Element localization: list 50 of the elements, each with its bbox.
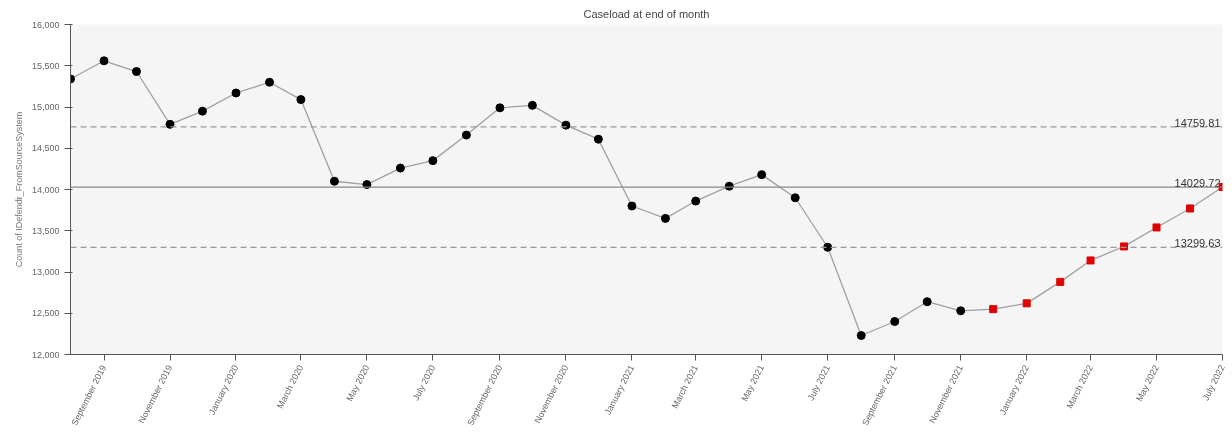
y-axis-title: Count of IDefendr_FromSourceSystem [13, 111, 24, 268]
x-tick-label: July 2022 [1200, 363, 1227, 403]
y-tick-label: 12,500 [31, 308, 60, 319]
point [989, 305, 998, 314]
point [527, 100, 537, 110]
point [890, 317, 900, 326]
point [691, 196, 701, 206]
x-tick-label: July 2020 [410, 363, 438, 403]
point [296, 95, 306, 105]
x-tick-label: May 2021 [739, 363, 767, 403]
y-tick-label: 14,500 [31, 143, 60, 154]
ref-line-label: 13299.63 [1174, 237, 1221, 250]
point [165, 119, 175, 129]
point [231, 88, 241, 98]
point [197, 106, 207, 116]
point [593, 134, 603, 144]
ref-line-label: 14029.72 [1174, 177, 1221, 190]
point [1022, 299, 1031, 308]
point [395, 163, 405, 173]
x-tick-label: May 2020 [344, 363, 372, 403]
point [1056, 277, 1065, 286]
point [428, 156, 438, 166]
point [856, 331, 866, 341]
y-tick-label: 14,000 [31, 184, 60, 195]
point [461, 130, 471, 140]
point [922, 297, 932, 307]
y-tick-label: 15,500 [31, 60, 60, 71]
point [131, 67, 141, 77]
y-tick-label: 12,000 [31, 349, 60, 360]
point [1186, 204, 1195, 213]
point [1086, 256, 1095, 265]
y-tick-label: 16,000 [31, 19, 60, 30]
chart-title: Caseload at end of month [583, 7, 710, 20]
point [329, 176, 339, 186]
point [757, 170, 767, 180]
point [956, 306, 966, 316]
point [627, 201, 637, 211]
point [823, 242, 833, 252]
point [790, 193, 800, 203]
point [99, 56, 109, 66]
ref-line-label: 14759.81 [1174, 116, 1221, 129]
x-tick-label: July 2021 [805, 363, 833, 403]
point [1152, 223, 1161, 232]
y-tick-label: 13,500 [31, 225, 60, 236]
point [660, 213, 670, 223]
x-tick-label: May 2022 [1134, 363, 1161, 403]
y-tick-label: 13,000 [31, 267, 60, 277]
point [495, 103, 505, 113]
y-tick-label: 15,000 [31, 102, 60, 112]
point [265, 77, 275, 87]
